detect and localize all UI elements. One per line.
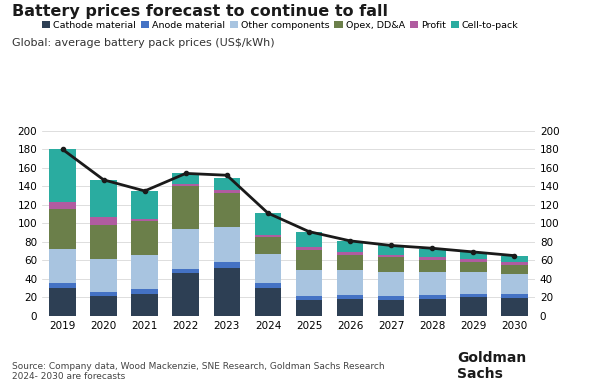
Bar — [49, 209, 76, 249]
Bar — [378, 255, 404, 258]
Bar — [172, 186, 199, 229]
Bar — [255, 235, 281, 237]
Bar — [172, 173, 199, 184]
Bar — [90, 292, 117, 296]
Bar — [49, 202, 76, 209]
Bar — [501, 265, 528, 274]
Bar — [132, 221, 158, 255]
Bar — [49, 288, 76, 316]
Bar — [378, 296, 404, 300]
Bar — [49, 149, 76, 202]
Bar — [255, 283, 281, 288]
Bar — [501, 298, 528, 316]
Bar — [296, 250, 322, 270]
Bar — [337, 255, 364, 270]
Bar — [213, 193, 240, 227]
Bar — [296, 247, 322, 250]
Bar — [460, 252, 487, 259]
Bar — [90, 180, 117, 217]
Bar — [296, 300, 322, 316]
Bar — [49, 283, 76, 288]
Bar — [419, 299, 445, 316]
Bar — [90, 225, 117, 259]
Bar — [90, 259, 117, 292]
Bar — [378, 246, 404, 255]
Bar — [172, 184, 199, 186]
Bar — [419, 249, 445, 258]
Bar — [296, 270, 322, 296]
Bar — [419, 258, 445, 260]
Text: Global: average battery pack prices (US$/kWh): Global: average battery pack prices (US$… — [12, 38, 275, 49]
Bar — [337, 295, 364, 299]
Bar — [132, 293, 158, 316]
Bar — [378, 300, 404, 316]
Bar — [296, 296, 322, 300]
Bar — [296, 232, 322, 247]
Text: Battery prices forecast to continue to fall: Battery prices forecast to continue to f… — [12, 4, 388, 19]
Bar — [460, 297, 487, 316]
Bar — [213, 178, 240, 190]
Bar — [378, 258, 404, 272]
Bar — [337, 299, 364, 316]
Bar — [337, 241, 364, 252]
Bar — [460, 272, 487, 293]
Bar — [213, 262, 240, 268]
Bar — [419, 260, 445, 272]
Bar — [378, 272, 404, 296]
Bar — [501, 295, 528, 298]
Text: Source: Company data, Wood Mackenzie, SNE Research, Goldman Sachs Research
2024-: Source: Company data, Wood Mackenzie, SN… — [12, 362, 385, 381]
Bar — [132, 191, 158, 219]
Bar — [419, 295, 445, 299]
Bar — [460, 293, 487, 297]
Bar — [90, 217, 117, 225]
Bar — [337, 252, 364, 255]
Bar — [172, 229, 199, 269]
Bar — [460, 262, 487, 272]
Bar — [255, 254, 281, 283]
Legend: Cathode material, Anode material, Other components, Opex, DD&A, Profit, Cell-to-: Cathode material, Anode material, Other … — [42, 21, 519, 30]
Bar — [419, 272, 445, 295]
Bar — [90, 296, 117, 316]
Bar — [132, 219, 158, 221]
Bar — [132, 289, 158, 293]
Bar — [255, 237, 281, 254]
Bar — [501, 262, 528, 265]
Bar — [132, 255, 158, 289]
Bar — [255, 288, 281, 316]
Bar — [501, 256, 528, 262]
Bar — [172, 273, 199, 316]
Bar — [460, 259, 487, 262]
Bar — [501, 274, 528, 295]
Bar — [255, 213, 281, 235]
Bar — [213, 227, 240, 262]
Bar — [172, 269, 199, 273]
Bar — [213, 190, 240, 193]
Bar — [213, 268, 240, 316]
Text: Goldman
Sachs: Goldman Sachs — [457, 351, 526, 381]
Bar — [49, 249, 76, 283]
Bar — [337, 270, 364, 295]
